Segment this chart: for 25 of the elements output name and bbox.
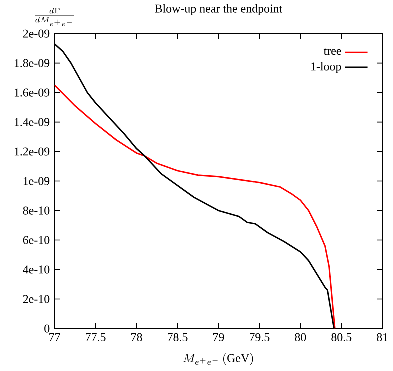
- y-tick-label: 1.8e-09: [14, 59, 50, 68]
- y-tick-label: 1.6e-09: [14, 88, 50, 98]
- y-tick-label: 0: [44, 324, 50, 333]
- y-tick-label: 1.4e-09: [14, 118, 50, 127]
- x-tick-label: 78.5: [168, 334, 188, 342]
- y-tick-label: 2e-09: [23, 30, 50, 38]
- y-tick-label: 8e-10: [23, 206, 50, 216]
- y-tick-label: 1e-09: [24, 177, 50, 186]
- x-tick-label: 77: [50, 334, 60, 342]
- legend-label: 1-loop: [312, 62, 342, 74]
- x-tick-label: 81: [377, 334, 388, 342]
- chart-title: Blow-up near the endpoint: [155, 4, 283, 16]
- x-tick-label: 77.5: [86, 334, 106, 342]
- y-tick-label: 6e-10: [23, 236, 50, 245]
- y-tick-label: 4e-10: [23, 266, 50, 274]
- x-tick-label: 80: [295, 334, 306, 342]
- x-tick-label: 79.5: [250, 334, 270, 342]
- x-axis-title: $M_{e^+e^-}\,(\mathrm{GeV})$: [184, 354, 254, 366]
- y-axis-title: $\frac{d\Gamma}{dM_{e^+e^-}}$: [35, 8, 74, 26]
- x-tick-label: 78: [132, 334, 142, 342]
- y-tick-label: 1.2e-09: [14, 148, 50, 156]
- legend-label: tree: [324, 48, 342, 56]
- x-tick-label: 79: [214, 334, 224, 342]
- y-tick-label: 2e-10: [23, 295, 50, 304]
- x-tick-label: 80.5: [332, 334, 352, 342]
